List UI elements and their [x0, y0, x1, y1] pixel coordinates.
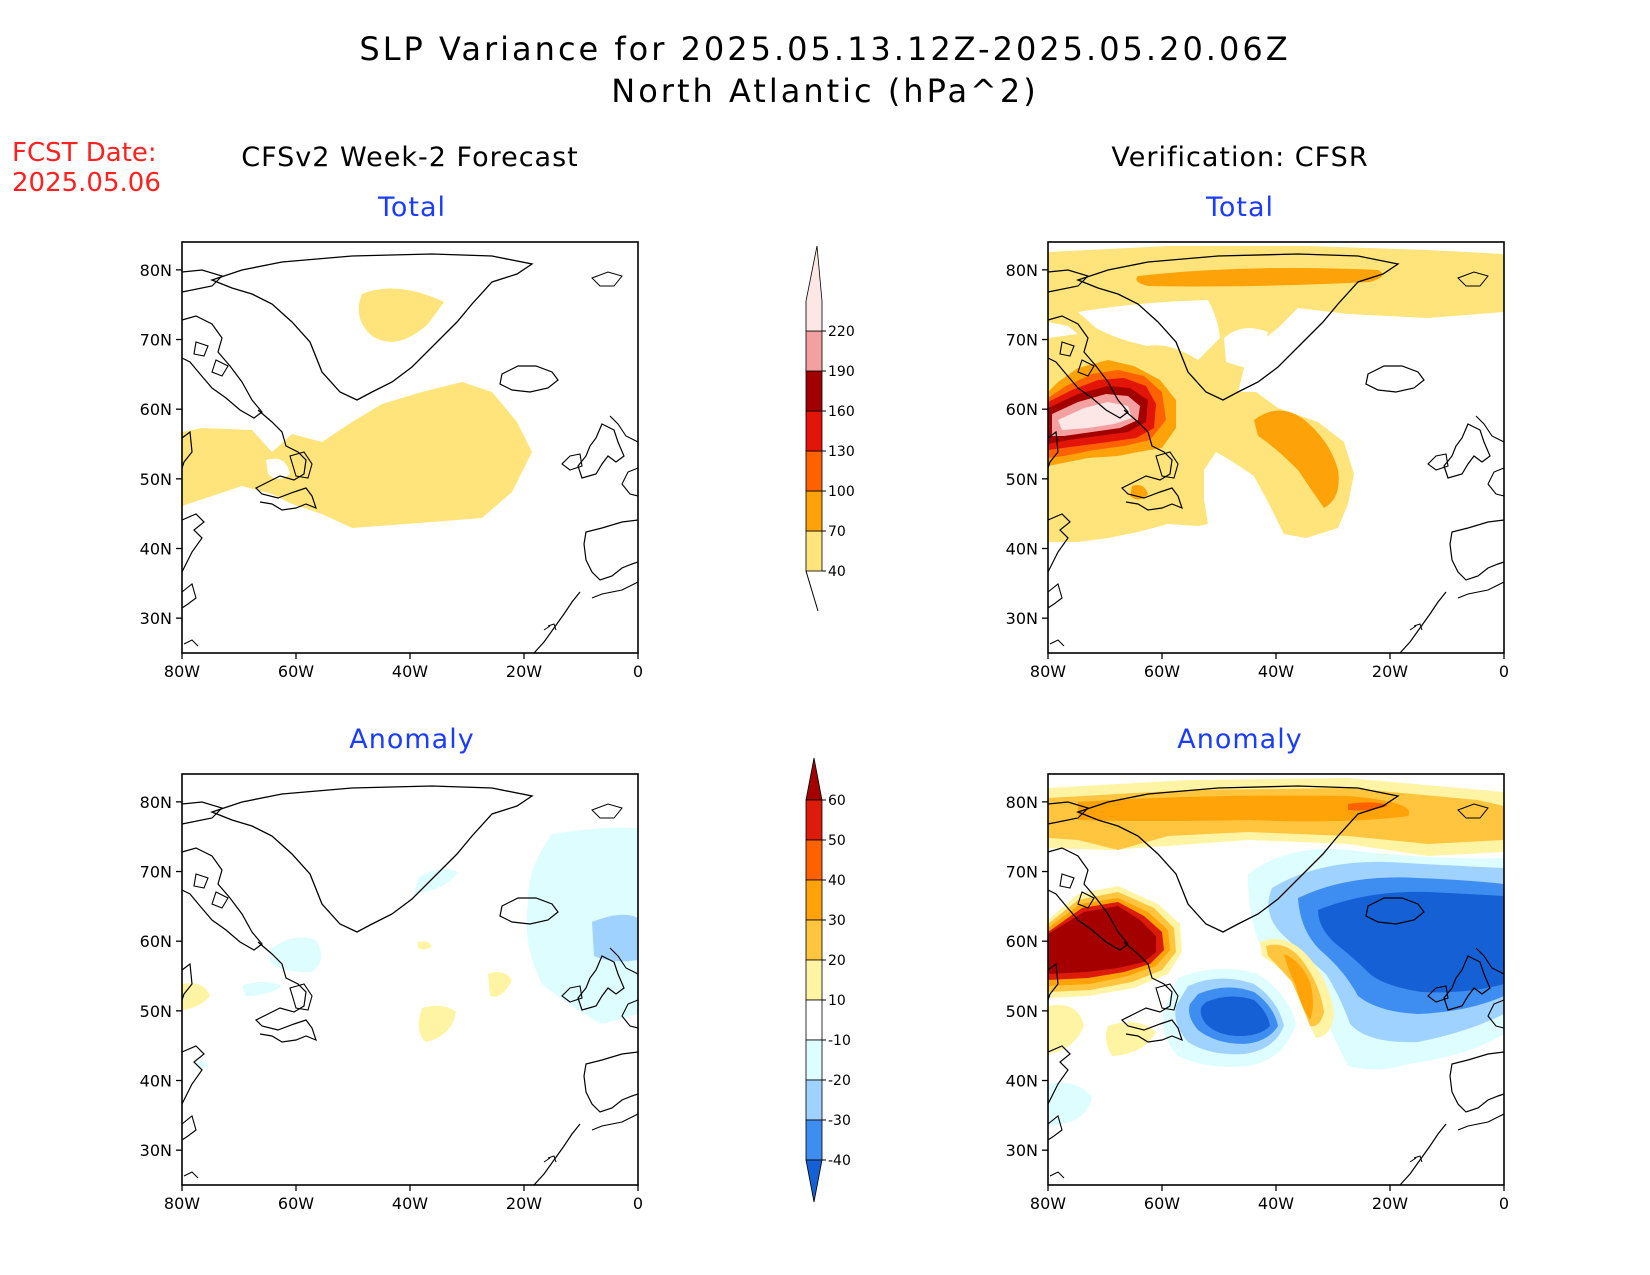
- lon-tick-label: 0: [633, 1194, 643, 1213]
- colorbar-anomaly-label: -10: [828, 1033, 851, 1049]
- verification-total-subtitle: Total: [1205, 192, 1275, 223]
- colorbar-anomaly-label: 30: [828, 913, 846, 929]
- lat-tick-label: 80N: [140, 793, 172, 812]
- lat-tick-label: 70N: [1006, 331, 1038, 350]
- colorbar-total-label: 70: [828, 524, 846, 540]
- colorbar-total-swatch: [805, 330, 823, 372]
- lon-tick-label: 40W: [392, 662, 428, 681]
- colorbar-total: 40 70 100 130 160 190 220: [805, 245, 855, 612]
- lat-tick-label: 70N: [140, 331, 172, 350]
- lat-tick-label: 70N: [1006, 863, 1038, 882]
- lon-tick-label: 0: [633, 662, 643, 681]
- lat-tick-label: 50N: [140, 470, 172, 489]
- lat-tick-label: 40N: [140, 1072, 172, 1091]
- lat-tick-label: 30N: [140, 1141, 172, 1160]
- lat-tick-label: 30N: [1006, 1141, 1038, 1160]
- map-forecast-total: [181, 241, 639, 654]
- colorbar-total-swatch: [805, 370, 823, 412]
- colorbar-total-swatch: [805, 450, 823, 492]
- colorbar-anomaly-swatch: [805, 1119, 823, 1161]
- colorbar-total-label: 100: [828, 484, 855, 500]
- lon-tick-label: 20W: [1372, 1194, 1408, 1213]
- colorbar-anomaly-label: 20: [828, 953, 846, 969]
- colorbar-total-swatch: [805, 530, 823, 572]
- axes-layer: 80N 70N 60N 50N 40N 30N 80W 60W 40W 20W 0 80N 70N 60N…: [140, 261, 1509, 1213]
- colorbar-anomaly-swatch: [805, 757, 823, 801]
- colorbar-total-swatch: [805, 245, 823, 332]
- lon-tick-label: 40W: [392, 1194, 428, 1213]
- colorbar-total-swatch: [805, 410, 823, 452]
- colorbar-anomaly-label: 40: [828, 873, 846, 889]
- lon-tick-label: 60W: [278, 1194, 314, 1213]
- lat-tick-label: 60N: [140, 932, 172, 951]
- fcst-date-label: FCST Date:: [12, 138, 157, 168]
- lat-tick-label: 40N: [140, 540, 172, 559]
- lon-tick-label: 80W: [1030, 662, 1066, 681]
- verification-anomaly-subtitle: Anomaly: [1177, 724, 1303, 755]
- lon-tick-label: 40W: [1258, 662, 1294, 681]
- colorbar-anomaly-swatch: [805, 1039, 823, 1081]
- lon-tick-label: 80W: [164, 1194, 200, 1213]
- forecast-anomaly-subtitle: Anomaly: [349, 724, 475, 755]
- right-column-title: Verification: CFSR: [1111, 142, 1369, 173]
- colorbar-anomaly-label: -20: [828, 1073, 851, 1089]
- colorbar-anomaly: 60 50 40 30 20 10 -10 -20 -30 -40: [805, 757, 851, 1203]
- map-forecast-anomaly: [181, 773, 639, 1186]
- lat-tick-label: 30N: [140, 609, 172, 628]
- fcst-date-block: FCST Date: 2025.05.06: [12, 138, 161, 198]
- lat-tick-label: 80N: [1006, 793, 1038, 812]
- colorbar-total-label: 220: [828, 324, 855, 340]
- lat-tick-label: 60N: [1006, 400, 1038, 419]
- lon-tick-label: 40W: [1258, 1194, 1294, 1213]
- colorbar-total-swatch: [805, 490, 823, 532]
- fcst-date-value: 2025.05.06: [12, 168, 161, 198]
- lat-tick-label: 50N: [1006, 470, 1038, 489]
- colorbar-total-label: 190: [828, 364, 855, 380]
- lat-tick-label: 40N: [1006, 540, 1038, 559]
- lat-tick-label: 80N: [1006, 261, 1038, 280]
- lon-tick-label: 0: [1499, 662, 1509, 681]
- colorbar-total-tail: [805, 570, 819, 612]
- lat-tick-label: 50N: [140, 1002, 172, 1021]
- main-subtitle: North Atlantic (hPa^2): [611, 72, 1039, 110]
- lat-tick-label: 30N: [1006, 609, 1038, 628]
- main-title: SLP Variance for 2025.05.13.12Z-2025.05.…: [359, 30, 1291, 68]
- lat-tick-label: 70N: [140, 863, 172, 882]
- lon-tick-label: 80W: [1030, 1194, 1066, 1213]
- lon-tick-label: 0: [1499, 1194, 1509, 1213]
- lon-tick-label: 20W: [506, 662, 542, 681]
- lat-tick-label: 60N: [1006, 932, 1038, 951]
- colorbar-total-label: 160: [828, 404, 855, 420]
- lon-tick-label: 80W: [164, 662, 200, 681]
- map-verification-anomaly: [1047, 773, 1505, 1186]
- colorbar-anomaly-swatch: [805, 919, 823, 961]
- colorbar-anomaly-label: 60: [828, 793, 846, 809]
- lon-tick-label: 20W: [506, 1194, 542, 1213]
- colorbar-anomaly-swatch: [805, 1079, 823, 1121]
- lat-tick-label: 60N: [140, 400, 172, 419]
- lon-tick-label: 20W: [1372, 662, 1408, 681]
- lat-tick-label: 50N: [1006, 1002, 1038, 1021]
- colorbar-anomaly-label: 10: [828, 993, 846, 1009]
- colorbar-anomaly-swatch: [805, 839, 823, 881]
- lat-tick-label: 80N: [140, 261, 172, 280]
- colorbar-anomaly-swatch: [805, 1159, 823, 1203]
- colorbar-anomaly-swatch: [805, 999, 823, 1041]
- colorbar-anomaly-swatch: [805, 879, 823, 921]
- lon-tick-label: 60W: [278, 662, 314, 681]
- map-verification-total: [1047, 241, 1505, 654]
- forecast-total-subtitle: Total: [377, 192, 447, 223]
- lon-tick-label: 60W: [1144, 662, 1180, 681]
- colorbar-anomaly-label: -40: [828, 1153, 851, 1169]
- colorbar-anomaly-swatch: [805, 959, 823, 1001]
- lat-tick-label: 40N: [1006, 1072, 1038, 1091]
- lon-tick-label: 60W: [1144, 1194, 1180, 1213]
- colorbar-anomaly-label: -30: [828, 1113, 851, 1129]
- colorbar-anomaly-label: 50: [828, 833, 846, 849]
- colorbar-total-label: 40: [828, 564, 846, 580]
- colorbar-anomaly-swatch: [805, 799, 823, 841]
- colorbar-total-label: 130: [828, 444, 855, 460]
- left-column-title: CFSv2 Week-2 Forecast: [241, 142, 579, 173]
